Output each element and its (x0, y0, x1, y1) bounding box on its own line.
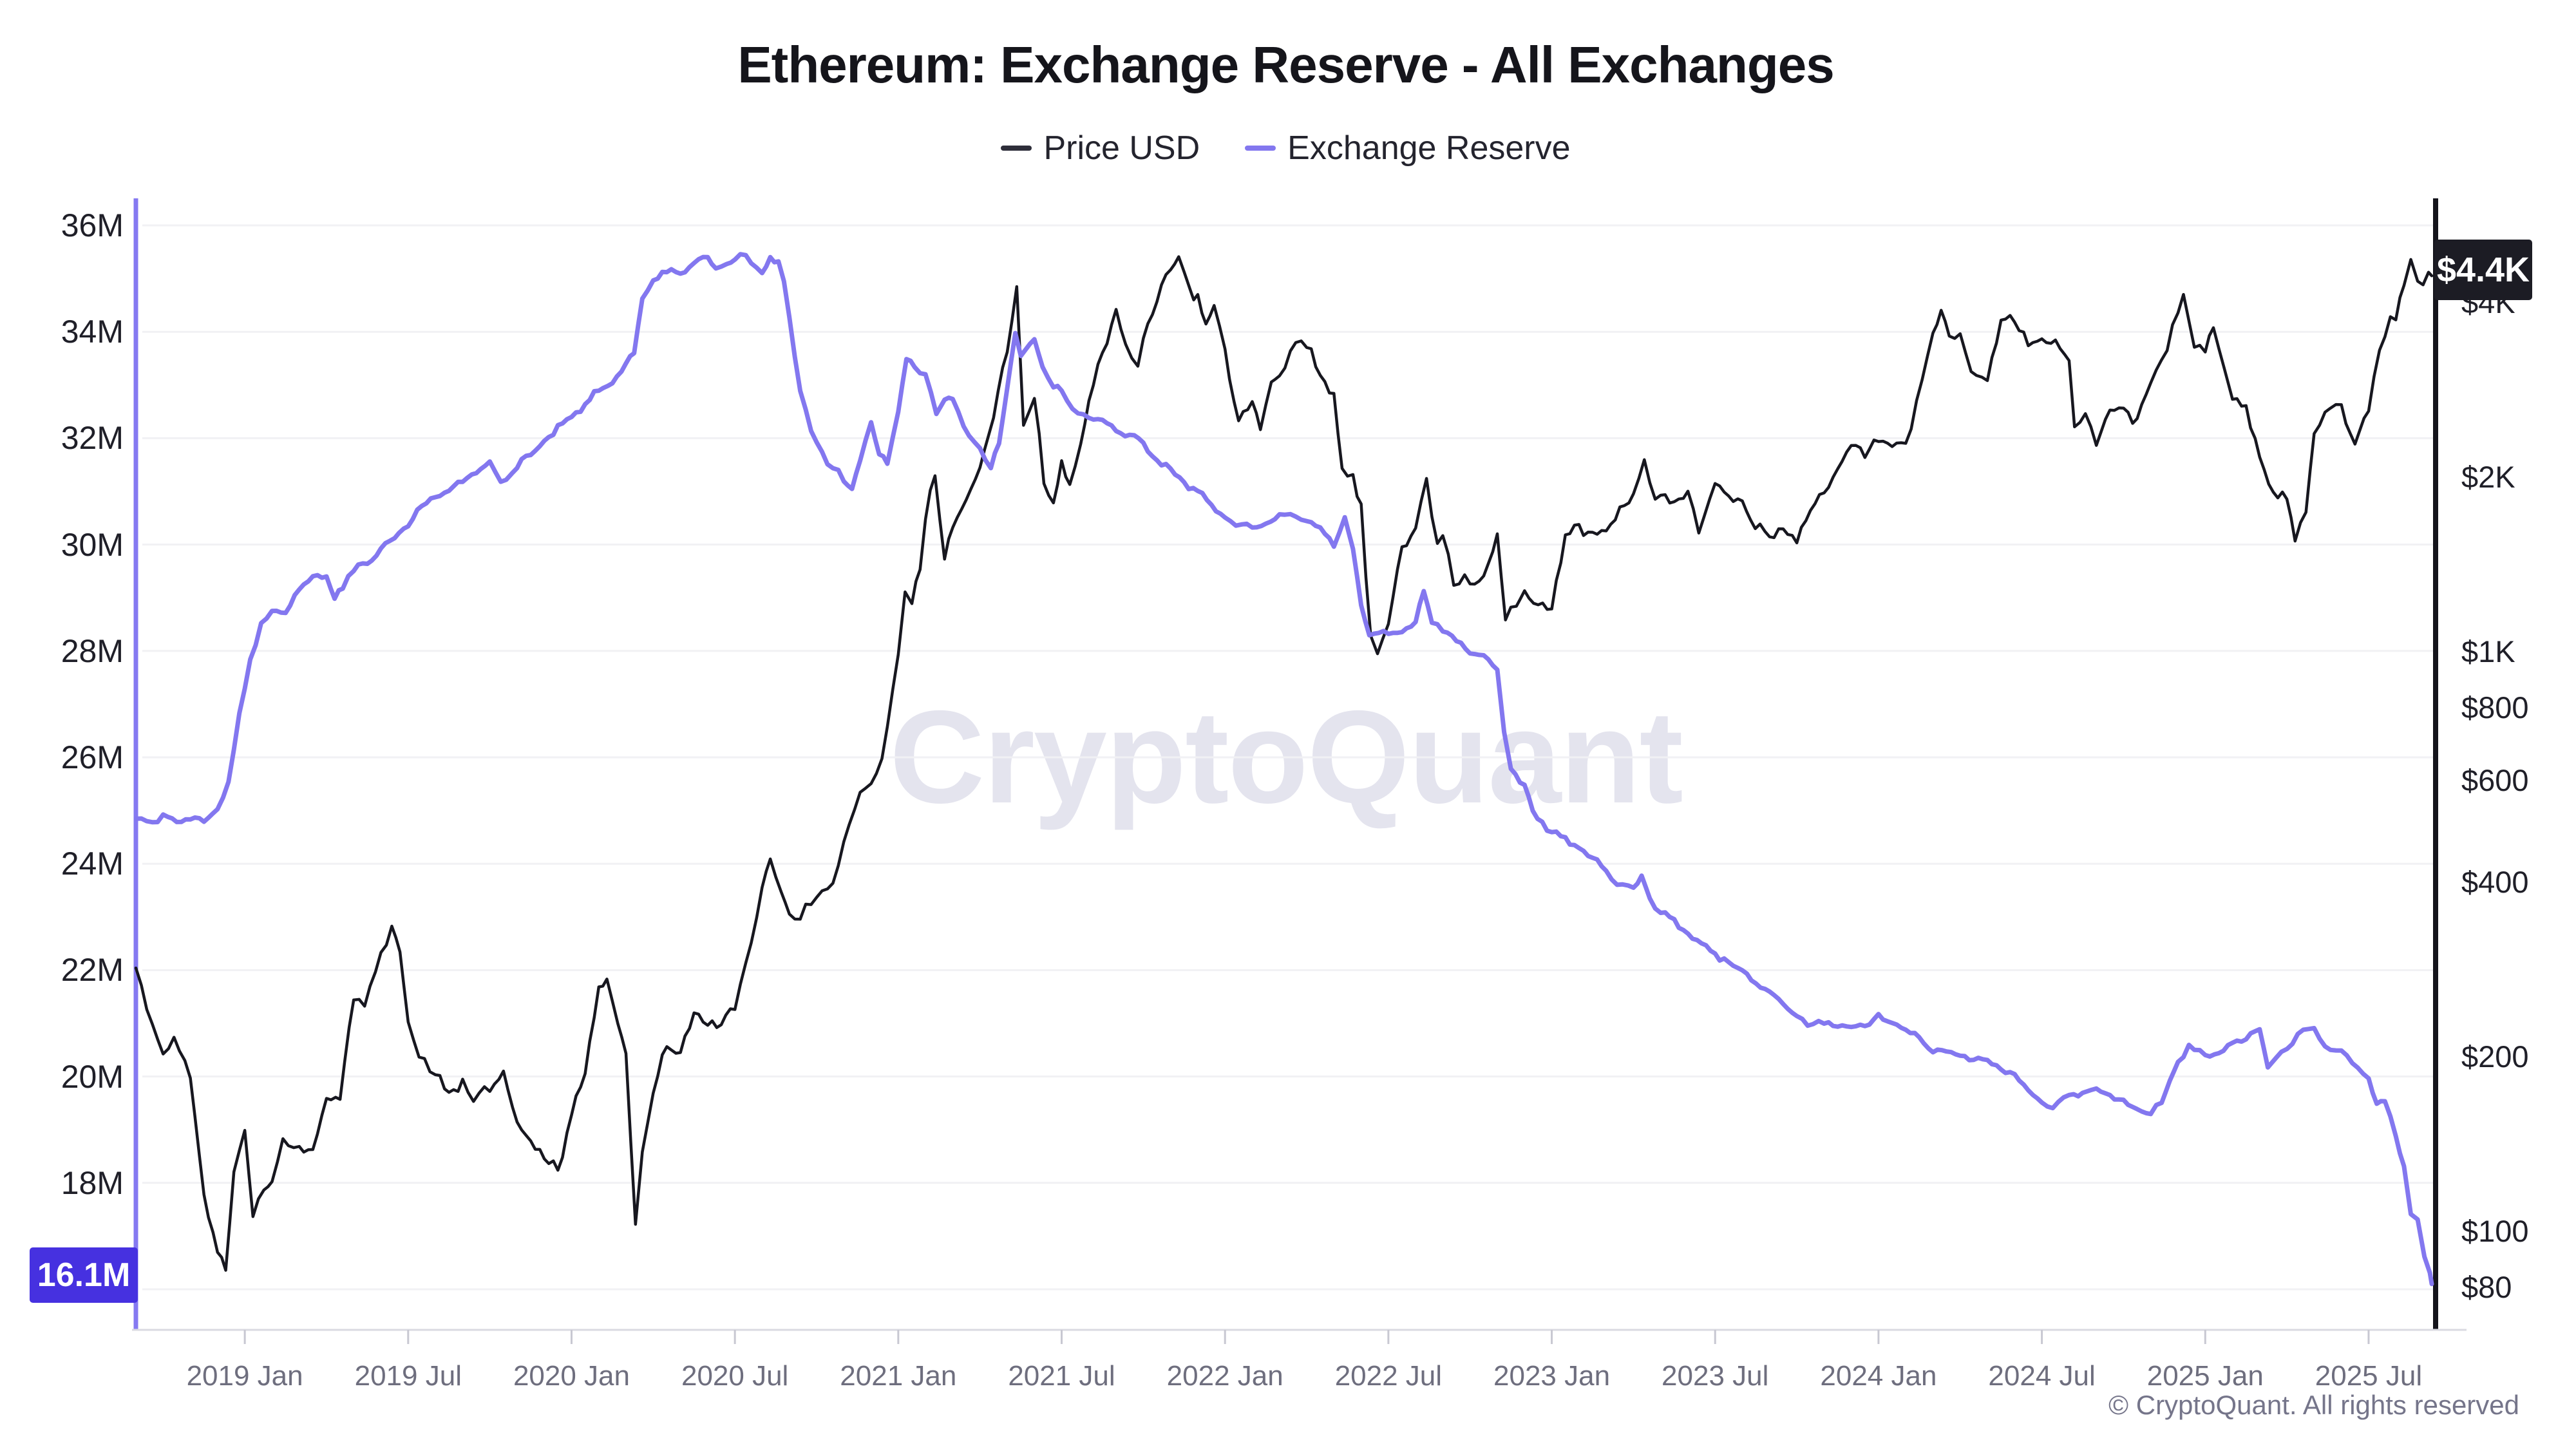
y-left-label-36M: 36M (61, 207, 124, 243)
x-label-2024-Jul: 2024 Jul (1988, 1360, 2096, 1392)
y-right-label-800: $800 (2461, 690, 2529, 725)
reserve-line-swatch-icon (1245, 146, 1276, 151)
price-usd-line[interactable] (134, 255, 2434, 1272)
y-right-label-400: $400 (2461, 865, 2529, 899)
y-left-label-30M: 30M (61, 526, 124, 563)
y-left-label-18M: 18M (61, 1164, 124, 1201)
y-right-label-80: $80 (2461, 1270, 2512, 1305)
x-label-2023-Jul: 2023 Jul (1662, 1360, 1769, 1392)
copyright-notice: © CryptoQuant. All rights reserved (2108, 1390, 2519, 1420)
legend: Price USD Exchange Reserve (136, 129, 2436, 167)
x-label-2020-Jul: 2020 Jul (681, 1360, 789, 1392)
y-left-label-28M: 28M (61, 632, 124, 669)
y-left-label-34M: 34M (61, 314, 124, 350)
x-label-2022-Jan: 2022 Jan (1166, 1360, 1283, 1392)
x-label-2019-Jul: 2019 Jul (354, 1360, 462, 1392)
legend-item-exchange-reserve[interactable]: Exchange Reserve (1245, 129, 1571, 167)
legend-item-price-usd[interactable]: Price USD (1001, 129, 1200, 167)
y-right-label-600: $600 (2461, 762, 2529, 797)
x-label-2021-Jul: 2021 Jul (1008, 1360, 1115, 1392)
x-label-2019-Jan: 2019 Jan (186, 1360, 303, 1392)
y-right-label-200: $200 (2461, 1039, 2529, 1074)
y-left-label-20M: 20M (61, 1058, 124, 1095)
price-line-swatch-icon (1001, 146, 1032, 151)
x-label-2020-Jan: 2020 Jan (513, 1360, 630, 1392)
y-right-label-2K: $2K (2461, 459, 2515, 494)
x-label-2025-Jul: 2025 Jul (2315, 1360, 2423, 1392)
page-title: Ethereum: Exchange Reserve - All Exchang… (737, 36, 1834, 93)
x-label-2024-Jan: 2024 Jan (1820, 1360, 1937, 1392)
price-current-value-badge: $4.4K (2434, 240, 2532, 300)
reserve-current-value-badge: 16.1M (30, 1247, 138, 1303)
y-right-label-100: $100 (2461, 1213, 2529, 1248)
y-left-label-24M: 24M (61, 846, 124, 882)
exchange-reserve-line[interactable] (133, 252, 2434, 1287)
legend-label-exchange-reserve: Exchange Reserve (1287, 129, 1571, 167)
x-label-2025-Jan: 2025 Jan (2146, 1360, 2264, 1392)
legend-label-price-usd: Price USD (1043, 129, 1200, 167)
y-left-label-32M: 32M (61, 420, 124, 457)
y-left-label-22M: 22M (61, 952, 124, 989)
x-label-2021-Jan: 2021 Jan (840, 1360, 957, 1392)
x-label-2022-Jul: 2022 Jul (1334, 1360, 1443, 1392)
y-left-label-26M: 26M (61, 739, 124, 775)
y-right-label-1K: $1K (2461, 634, 2515, 668)
x-label-2023-Jan: 2023 Jan (1493, 1360, 1611, 1392)
